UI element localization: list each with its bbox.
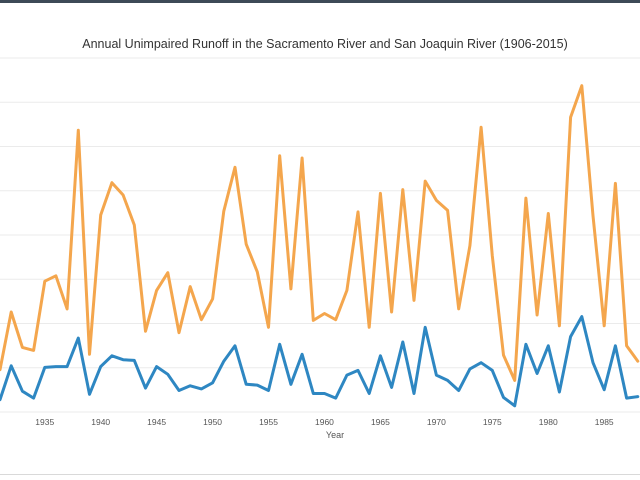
x-tick-label: 1975 (483, 417, 502, 427)
x-tick-labels: 1935 1940 1945 1950 1955 1960 1965 1970 1975 1980… (35, 417, 614, 427)
footer-rule (0, 474, 640, 475)
header-rule (0, 0, 640, 3)
chart-title: Annual Unimpaired Runoff in the Sacramen… (82, 37, 567, 51)
x-tick-label: 1935 (35, 417, 54, 427)
x-tick-label: 1940 (91, 417, 110, 427)
x-tick-label: 1955 (259, 417, 278, 427)
series-line-blue (0, 315, 640, 408)
x-tick-label: 1970 (427, 417, 446, 427)
series-lines (0, 84, 640, 408)
series-line-orange (0, 84, 640, 382)
x-tick-label: 1960 (315, 417, 334, 427)
x-tick-label: 1950 (203, 417, 222, 427)
x-tick-label: 1985 (595, 417, 614, 427)
x-tick-label: 1965 (371, 417, 390, 427)
x-tick-label: 1945 (147, 417, 166, 427)
x-tick-label: 1980 (539, 417, 558, 427)
x-axis-label: Year (326, 430, 344, 440)
